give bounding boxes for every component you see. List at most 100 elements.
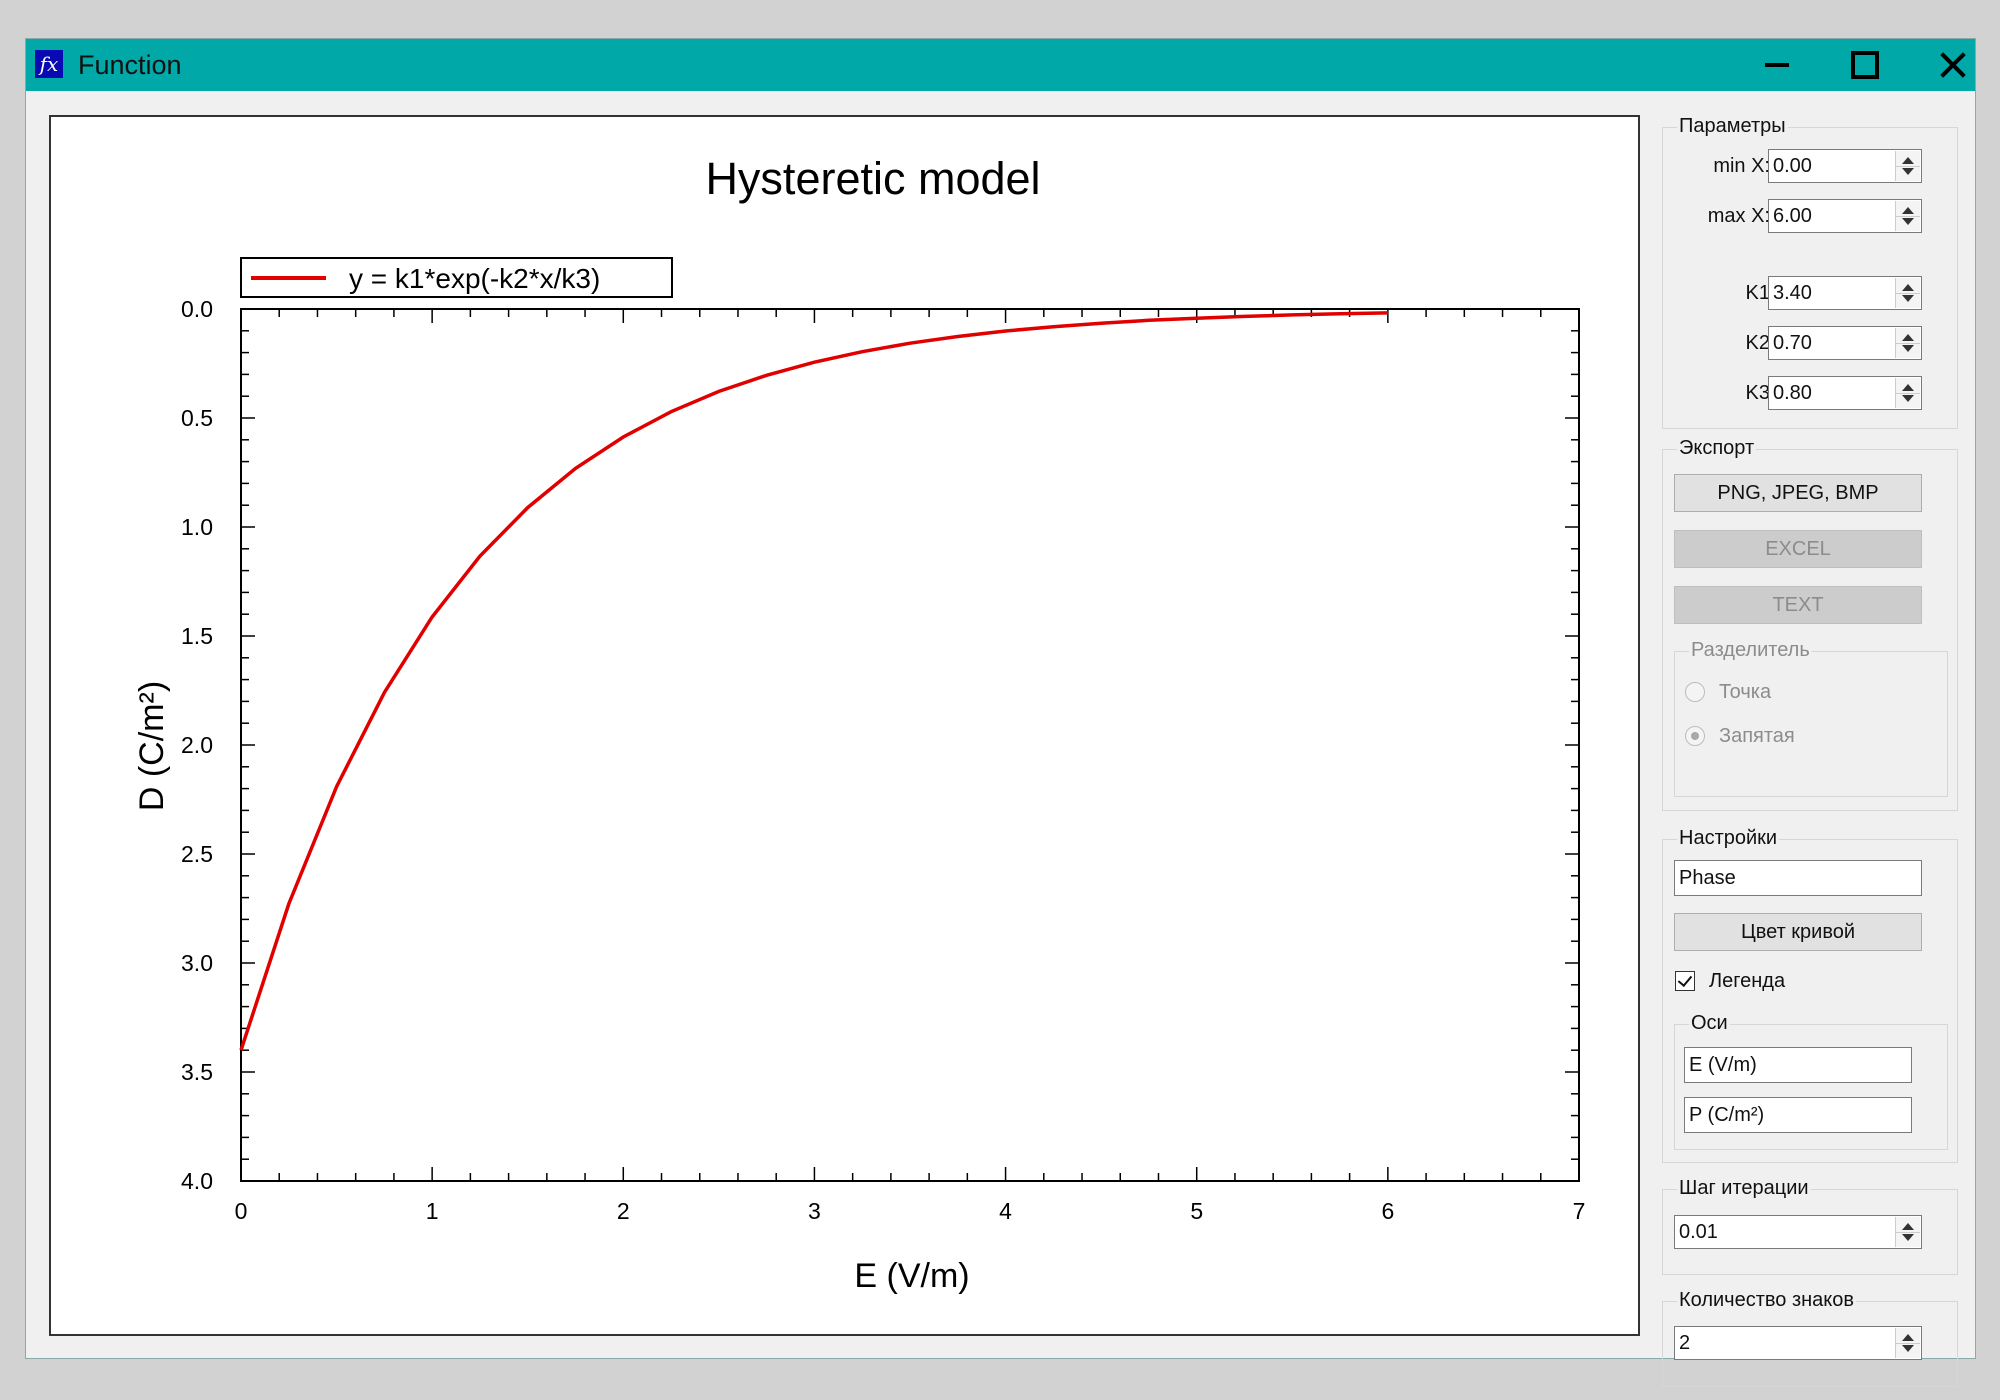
spin-up-icon[interactable] — [1902, 207, 1914, 214]
x-tick-label: 4 — [999, 1198, 1012, 1224]
x-tick-label: 6 — [1381, 1198, 1394, 1224]
k2-spin-arrows[interactable] — [1895, 328, 1920, 358]
x-tick-label: 5 — [1190, 1198, 1203, 1224]
min-x-spin-arrows[interactable] — [1895, 151, 1920, 181]
chart-title: Hysteretic model — [705, 153, 1040, 204]
legend-label: y = k1*exp(-k2*x/k3) — [349, 263, 600, 294]
spin-up-icon[interactable] — [1902, 284, 1914, 291]
series-line — [239, 311, 1388, 1051]
x-tick-label: 2 — [617, 1198, 630, 1224]
max-x-spin-arrows[interactable] — [1895, 201, 1920, 231]
y-tick-label: 3.5 — [181, 1059, 213, 1085]
y-tick-label: 3.0 — [181, 950, 213, 976]
digits-spin-arrows[interactable] — [1895, 1328, 1920, 1358]
close-icon — [1939, 51, 1967, 79]
iteration-group: Шаг итерации — [1662, 1177, 1958, 1275]
spin-up-icon[interactable] — [1902, 1334, 1914, 1341]
export-image-button[interactable]: PNG, JPEG, BMP — [1674, 474, 1922, 512]
separator-comma-label: Запятая — [1719, 725, 1795, 747]
k2-value: 0.70 — [1773, 332, 1812, 354]
minimize-icon — [1765, 63, 1789, 67]
title-bar[interactable]: fx Function — [26, 39, 1975, 91]
axes-group-label: Оси — [1689, 1012, 1730, 1035]
export-group: Экспорт — [1662, 437, 1958, 811]
k1-label: K1 — [1745, 282, 1770, 304]
x-tick-label: 3 — [808, 1198, 821, 1224]
settings-group: Настройки — [1662, 827, 1958, 1163]
k3-spin-arrows[interactable] — [1895, 378, 1920, 408]
axis-tick-labels: 0 1 2 3 4 5 6 7 0.0 0.5 1.0 1.5 2.0 2.5 3.0 3.5 4.0 — [181, 296, 1585, 1224]
min-x-label: min X: — [1713, 155, 1770, 177]
spin-down-icon[interactable] — [1902, 345, 1914, 352]
spin-down-icon[interactable] — [1902, 218, 1914, 225]
separator-comma-radio[interactable] — [1685, 726, 1705, 746]
iteration-spin-arrows[interactable] — [1895, 1217, 1920, 1247]
x-axis-label: E (V/m) — [854, 1257, 969, 1295]
iteration-group-label: Шаг итерации — [1677, 1177, 1811, 1200]
iteration-step-spinner[interactable]: 0.01 — [1674, 1215, 1922, 1249]
spin-up-icon[interactable] — [1902, 384, 1914, 391]
k3-label: K3 — [1745, 382, 1770, 404]
y-tick-label: 1.5 — [181, 623, 213, 649]
digits-value: 2 — [1679, 1332, 1691, 1354]
iteration-step-value: 0.01 — [1679, 1221, 1718, 1243]
curve-color-button[interactable]: Цвет кривой — [1674, 913, 1922, 951]
y-axis-title-input[interactable]: P (C/m²) — [1684, 1097, 1912, 1133]
digits-group: Количество знаков — [1662, 1289, 1958, 1387]
export-excel-button[interactable]: EXCEL — [1674, 530, 1922, 568]
k3-value: 0.80 — [1773, 382, 1812, 404]
minimize-button[interactable] — [1733, 39, 1821, 91]
x-tick-label: 0 — [235, 1198, 248, 1224]
k2-label: K2 — [1745, 332, 1770, 354]
x-tick-label: 1 — [426, 1198, 439, 1224]
y-tick-label: 2.5 — [181, 841, 213, 867]
x-tick-label: 7 — [1573, 1198, 1586, 1224]
spin-up-icon[interactable] — [1902, 334, 1914, 341]
y-tick-label: 0.5 — [181, 405, 213, 431]
spin-down-icon[interactable] — [1902, 395, 1914, 402]
spin-up-icon[interactable] — [1902, 1223, 1914, 1230]
maximize-icon — [1851, 51, 1879, 79]
spin-down-icon[interactable] — [1902, 1345, 1914, 1352]
x-axis-title-value: E (V/m) — [1689, 1054, 1757, 1076]
k1-spinner[interactable]: 3.40 — [1768, 276, 1922, 310]
curve-name-input[interactable]: Phase — [1674, 860, 1922, 896]
settings-group-label: Настройки — [1677, 827, 1780, 850]
x-axis-title-input[interactable]: E (V/m) — [1684, 1047, 1912, 1083]
spin-down-icon[interactable] — [1902, 1234, 1914, 1241]
function-app-icon: fx — [35, 50, 63, 78]
spin-down-icon[interactable] — [1902, 295, 1914, 302]
legend-checkbox[interactable] — [1675, 971, 1695, 991]
digits-group-label: Количество знаков — [1677, 1289, 1857, 1312]
separator-group: Разделитель — [1674, 639, 1948, 797]
k1-value: 3.40 — [1773, 282, 1812, 304]
min-x-spinner[interactable]: 0.00 — [1768, 149, 1922, 183]
close-button[interactable] — [1909, 39, 1997, 91]
plot-border — [240, 308, 1580, 1182]
chart-legend: y = k1*exp(-k2*x/k3) — [240, 257, 673, 298]
k3-spinner[interactable]: 0.80 — [1768, 376, 1922, 410]
maximize-button[interactable] — [1821, 39, 1909, 91]
plot-area: Hysteretic model y = k1*exp(-k2*x/k3) 0 1… — [49, 115, 1640, 1336]
max-x-value: 6.00 — [1773, 205, 1812, 227]
max-x-spinner[interactable]: 6.00 — [1768, 199, 1922, 233]
params-group-label: Параметры — [1677, 115, 1788, 138]
max-x-label: max X: — [1707, 205, 1770, 227]
app-window: fx Function Hysteretic model y = k1*exp(… — [25, 38, 1976, 1387]
k1-spin-arrows[interactable] — [1895, 278, 1920, 308]
spin-up-icon[interactable] — [1902, 157, 1914, 164]
axes-group: Оси — [1674, 1012, 1948, 1150]
params-group: Параметры — [1662, 115, 1958, 429]
k2-spinner[interactable]: 0.70 — [1768, 326, 1922, 360]
legend-checkbox-label: Легенда — [1709, 970, 1786, 992]
axis-ticks — [240, 308, 1580, 1182]
y-tick-label: 1.0 — [181, 514, 213, 540]
export-group-label: Экспорт — [1677, 437, 1757, 460]
min-x-value: 0.00 — [1773, 155, 1812, 177]
separator-dot-radio[interactable] — [1685, 682, 1705, 702]
digits-spinner[interactable]: 2 — [1674, 1326, 1922, 1360]
spin-down-icon[interactable] — [1902, 168, 1914, 175]
export-text-button[interactable]: TEXT — [1674, 586, 1922, 624]
chart-svg: Hysteretic model y = k1*exp(-k2*x/k3) 0 1… — [133, 153, 1585, 1295]
curve-name-value: Phase — [1679, 867, 1736, 889]
